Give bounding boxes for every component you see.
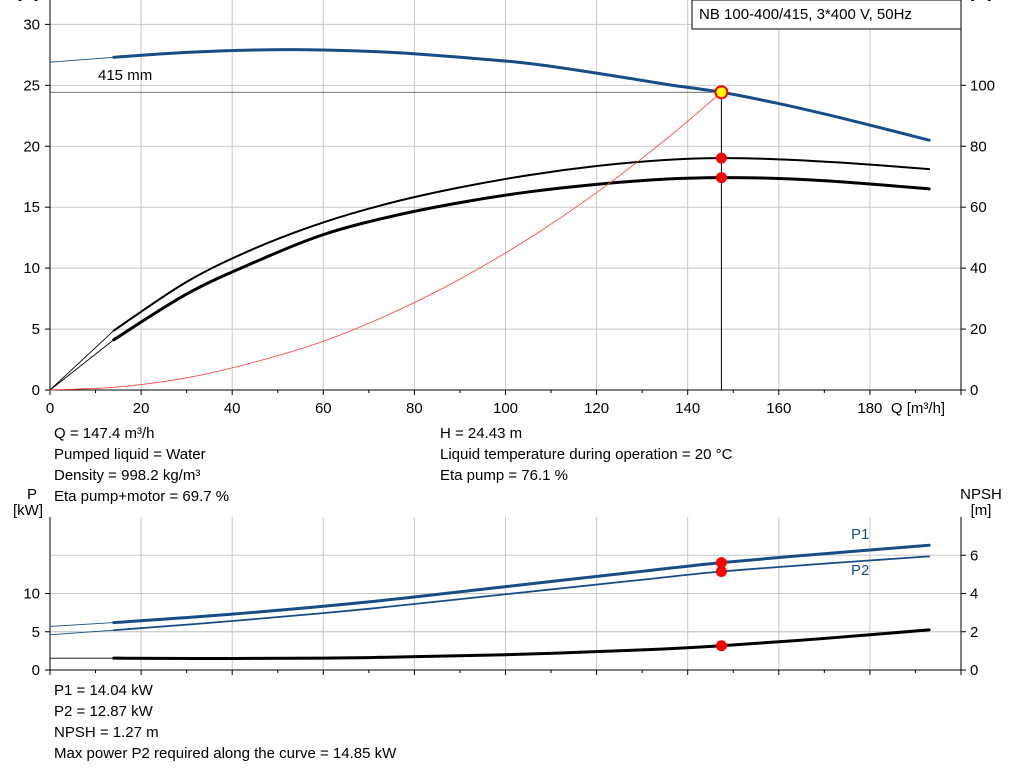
panel1-x-tick-label: 80 — [406, 400, 423, 417]
panel1-y2-tick-label: 60 — [970, 199, 987, 216]
duty-marker-npsh — [715, 640, 727, 652]
panel1-y-tick-label: 5 — [32, 321, 40, 338]
panel1-x-tick-label: 120 — [584, 400, 609, 417]
panel2-y2-label-unit: [m] — [971, 502, 992, 519]
panel1-x-tick-label: 0 — [46, 400, 54, 417]
panel1-curve-extension — [49, 56, 114, 63]
panel1-y2-tick-label: 80 — [970, 138, 987, 155]
series-label-p2: P2 — [851, 562, 869, 579]
curve-H — [112, 48, 931, 142]
panel1-curve-extension — [49, 330, 115, 391]
panel2-y-label-name: P — [27, 486, 37, 503]
info-p1: P1 = 14.04 kW — [54, 682, 153, 699]
panel1-x-tick-label: 20 — [133, 400, 150, 417]
info-eta-pump: Eta pump = 76.1 % — [440, 467, 568, 484]
panel1-x-tick-label: 140 — [675, 400, 700, 417]
panel2-y-tick-label: 0 — [32, 662, 40, 679]
panel2-curve-extension — [49, 629, 114, 636]
panel2-y-label-unit: [kW] — [13, 502, 43, 519]
duty-marker-p2 — [715, 566, 727, 578]
series-label-p1: P1 — [851, 526, 869, 543]
info-pumped-liquid: Pumped liquid = Water — [54, 446, 206, 463]
panel1-y-tick-label: 10 — [23, 260, 40, 277]
panel1-y-tick-label: 15 — [23, 199, 40, 216]
panel1-y-tick-label: 30 — [23, 16, 40, 33]
panel2-curve-extension — [49, 622, 114, 627]
panel2-y2-label-name: NPSH — [960, 486, 1002, 503]
panel1-x-tick-label: 100 — [493, 400, 518, 417]
panel2-y2-tick-label: 0 — [970, 662, 978, 679]
panel1-y-label-unit: [m] — [18, 0, 39, 2]
duty-marker-p1 — [715, 557, 727, 569]
curve-npsh — [112, 628, 931, 661]
panel1-y2-tick-label: 20 — [970, 321, 987, 338]
info-liquid-temperature: Liquid temperature during operation = 20… — [440, 446, 733, 463]
info-eta-pump-motor: Eta pump+motor = 69.7 % — [54, 488, 230, 505]
panel1-y2-tick-label: 40 — [970, 260, 987, 277]
panel2-y2-tick-label: 4 — [970, 586, 978, 603]
info-p2: P2 = 12.87 kW — [54, 703, 153, 720]
panel1-curve-extension — [49, 339, 115, 391]
power-info: P1 = 14.04 kW P2 = 12.87 kW NPSH = 1.27 … — [54, 680, 396, 764]
panel1-x-label: Q [m³/h] — [891, 400, 945, 417]
panel1-x-tick-label: 160 — [766, 400, 791, 417]
impeller-diameter-label: 415 mm — [98, 67, 152, 84]
curve-p1 — [112, 543, 931, 625]
duty-info-right: H = 24.43 m Liquid temperature during op… — [440, 423, 732, 486]
curve-eta-pump-motor — [112, 176, 931, 342]
panel1-y2-tick-label: 0 — [970, 382, 978, 399]
panel1-y-tick-label: 25 — [23, 77, 40, 94]
chart-title-box — [691, 0, 962, 30]
panel1-x-tick-label: 180 — [857, 400, 882, 417]
curve-eta-pump — [112, 157, 931, 332]
info-flow: Q = 147.4 m³/h — [54, 425, 155, 442]
duty-marker-head — [714, 85, 729, 100]
panel2-y-tick-label: 5 — [32, 624, 40, 641]
info-density: Density = 998.2 kg/m³ — [54, 467, 201, 484]
curve-system — [49, 91, 722, 391]
panel2-y2-tick-label: 2 — [970, 624, 978, 641]
chart-title: NB 100-400/415, 3*400 V, 50Hz — [699, 6, 912, 23]
panel1-y2-label-unit: [%] — [970, 0, 992, 2]
duty-marker-eta-pump — [715, 152, 727, 164]
duty-info-left: Q = 147.4 m³/h Pumped liquid = Water Den… — [54, 423, 229, 507]
panel1-y-tick-label: 0 — [32, 382, 40, 399]
info-max-power-p2: Max power P2 required along the curve = … — [54, 745, 397, 762]
curve-p2 — [112, 555, 931, 632]
panel1-y-tick-label: 20 — [23, 138, 40, 155]
panel1-y2-tick-label: 100 — [970, 77, 995, 94]
info-npsh: NPSH = 1.27 m — [54, 724, 159, 741]
info-head: H = 24.43 m — [440, 425, 523, 442]
panel1-x-tick-label: 60 — [315, 400, 332, 417]
panel2-y-tick-label: 10 — [23, 586, 40, 603]
panel1-x-tick-label: 40 — [224, 400, 241, 417]
panel2-y2-tick-label: 6 — [970, 547, 978, 564]
duty-marker-eta-pump-motor — [715, 172, 727, 184]
